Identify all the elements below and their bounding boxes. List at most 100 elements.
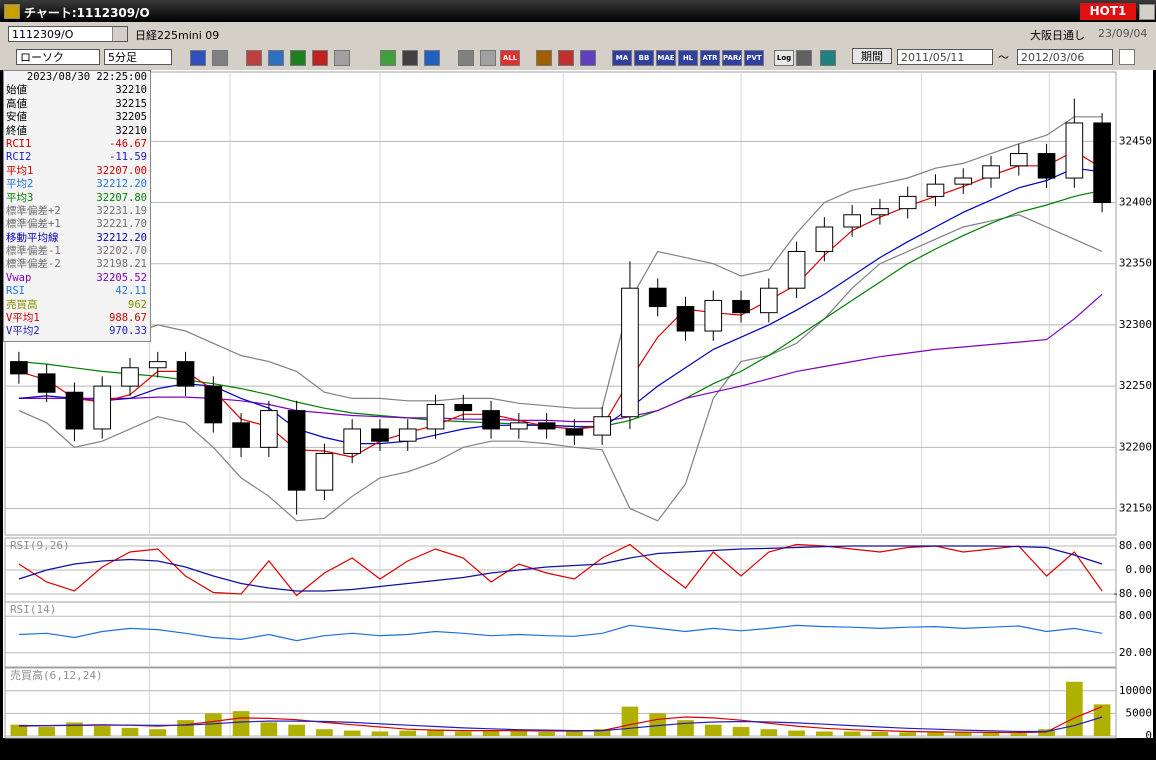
- toolbar-icon[interactable]: MAE: [656, 50, 676, 66]
- volume-bar: [454, 731, 472, 736]
- period-button[interactable]: 期間: [852, 48, 892, 64]
- candle-body: [759, 287, 778, 314]
- volume-bar: [371, 731, 389, 736]
- toolbar-icon[interactable]: [246, 50, 262, 66]
- candle-body: [260, 410, 278, 448]
- start-date-input[interactable]: 2011/05/11: [897, 49, 993, 65]
- volume-bar: [593, 729, 611, 736]
- toolbar-icon[interactable]: PVT: [744, 50, 764, 66]
- y-tick-label: 32150: [1119, 502, 1152, 515]
- start-date: 2011/05/11: [901, 51, 965, 64]
- period-label: 期間: [861, 50, 883, 63]
- toolbar-icon[interactable]: [334, 50, 350, 66]
- toolbar-icon[interactable]: [402, 50, 418, 66]
- volume-bar: [871, 731, 889, 736]
- x-tick-label: 30/8:45: [1026, 740, 1072, 753]
- toolbar-icon[interactable]: [458, 50, 474, 66]
- volume-bar: [149, 729, 167, 736]
- y-tick-label: 32400: [1119, 196, 1152, 209]
- info-label: 標準偏差-1: [6, 245, 61, 258]
- toolbar-icon[interactable]: [796, 50, 812, 66]
- info-rows: 始値 32210 高値 32215 安値 32205 終値 32210 RCI1 -46.67 RC…: [4, 84, 150, 338]
- y-tick-label: 32200: [1119, 440, 1152, 453]
- end-date-input[interactable]: 2012/03/06: [1017, 49, 1113, 65]
- toolbar-icon[interactable]: [190, 50, 206, 66]
- code: 1112309/O: [12, 28, 74, 41]
- toolbar-icon[interactable]: Log: [774, 50, 794, 66]
- volume-bar: [732, 726, 750, 736]
- info-label: 移動平均線: [6, 231, 59, 244]
- indicator-line: [18, 293, 1103, 423]
- y-tick-label: 32450: [1119, 134, 1152, 147]
- dropdown-arrow[interactable]: [112, 27, 127, 41]
- info-row: 高値 32215: [4, 98, 150, 111]
- toolbar-icon[interactable]: [268, 50, 284, 66]
- x-tick-label: 29/16:30: [203, 740, 256, 753]
- toolbar-icon[interactable]: [480, 50, 496, 66]
- chart-style: ローソク: [20, 51, 64, 64]
- app-icon: [4, 4, 20, 19]
- toolbar-icon[interactable]: [312, 50, 328, 66]
- checkbox[interactable]: [1119, 49, 1135, 65]
- toolbar-icon[interactable]: [820, 50, 836, 66]
- toolbar-icon[interactable]: MA: [612, 50, 632, 66]
- candle-body: [398, 428, 417, 442]
- toolbar-icon[interactable]: HL: [678, 50, 698, 66]
- toolbar-icon[interactable]: [558, 50, 574, 66]
- toolbar-icon[interactable]: [424, 50, 440, 66]
- y-tick-label: 32300: [1119, 318, 1152, 331]
- hot-badge[interactable]: HOT1: [1080, 3, 1136, 20]
- candle-body: [648, 287, 667, 308]
- toolbar-icon[interactable]: [536, 50, 552, 66]
- info-label: 平均3: [6, 191, 34, 204]
- candle-body: [676, 306, 695, 332]
- toolbar-icon[interactable]: [380, 50, 396, 66]
- interval-select[interactable]: 5分足: [104, 49, 172, 65]
- info-label: RSI: [6, 285, 25, 298]
- candle-body: [898, 195, 917, 210]
- volume-bar: [93, 726, 111, 736]
- candle-body: [954, 177, 973, 185]
- indicator-line: [18, 116, 1103, 409]
- candle-body: [732, 299, 750, 314]
- volume-bar: [204, 713, 222, 736]
- toolbar-icon[interactable]: BB: [634, 50, 654, 66]
- toolbar-icon[interactable]: [212, 50, 228, 66]
- style-select[interactable]: ローソク: [16, 49, 100, 65]
- volume-bar: [38, 726, 55, 736]
- info-row: RCI2 -11.59: [4, 151, 150, 164]
- toolbar-icon[interactable]: PARA: [722, 50, 742, 66]
- volume-bar: [1010, 733, 1028, 736]
- info-label: 高値: [6, 97, 27, 110]
- indicator-line: [18, 716, 1103, 733]
- panel-frame: [4, 601, 1117, 668]
- volume-bar: [288, 724, 305, 736]
- volume-bar: [121, 727, 139, 736]
- info-datetime: 2023/08/30 22:25:00: [4, 71, 150, 84]
- info-label: 始値: [6, 84, 27, 97]
- info-value: 32231.19: [96, 204, 147, 217]
- indicator-line: [18, 543, 1103, 597]
- candle-body: [343, 428, 362, 454]
- volume-bar: [1093, 704, 1111, 736]
- candle-body: [704, 299, 723, 332]
- code-input[interactable]: 1112309/O: [8, 26, 128, 42]
- header-bar: 1112309/O 日経225mini 09 大阪日通し 23/09/04: [0, 22, 1156, 45]
- title-bar: チャート:1112309/O HOT1: [0, 0, 1156, 22]
- info-row: 標準偏差+1 32221.70: [4, 218, 150, 231]
- toolbar-icon[interactable]: [580, 50, 596, 66]
- toolbar-icon[interactable]: [290, 50, 306, 66]
- info-row: V平均2 970.33: [4, 325, 150, 338]
- y-tick-label: 80.00: [1119, 539, 1152, 552]
- toolbar-icon[interactable]: ALL: [500, 50, 520, 66]
- toolbar-icon[interactable]: ATR: [700, 50, 720, 66]
- y-tick-label: 10000: [1119, 684, 1152, 697]
- indicator-line: [18, 624, 1103, 642]
- interval: 5分足: [108, 51, 137, 64]
- indicator-line: [18, 167, 1103, 445]
- volume-bar: [843, 731, 861, 736]
- close-button[interactable]: [1139, 4, 1155, 20]
- info-value: 32210: [115, 124, 147, 137]
- info-value: 32221.70: [96, 218, 147, 231]
- volume-bar: [482, 731, 500, 736]
